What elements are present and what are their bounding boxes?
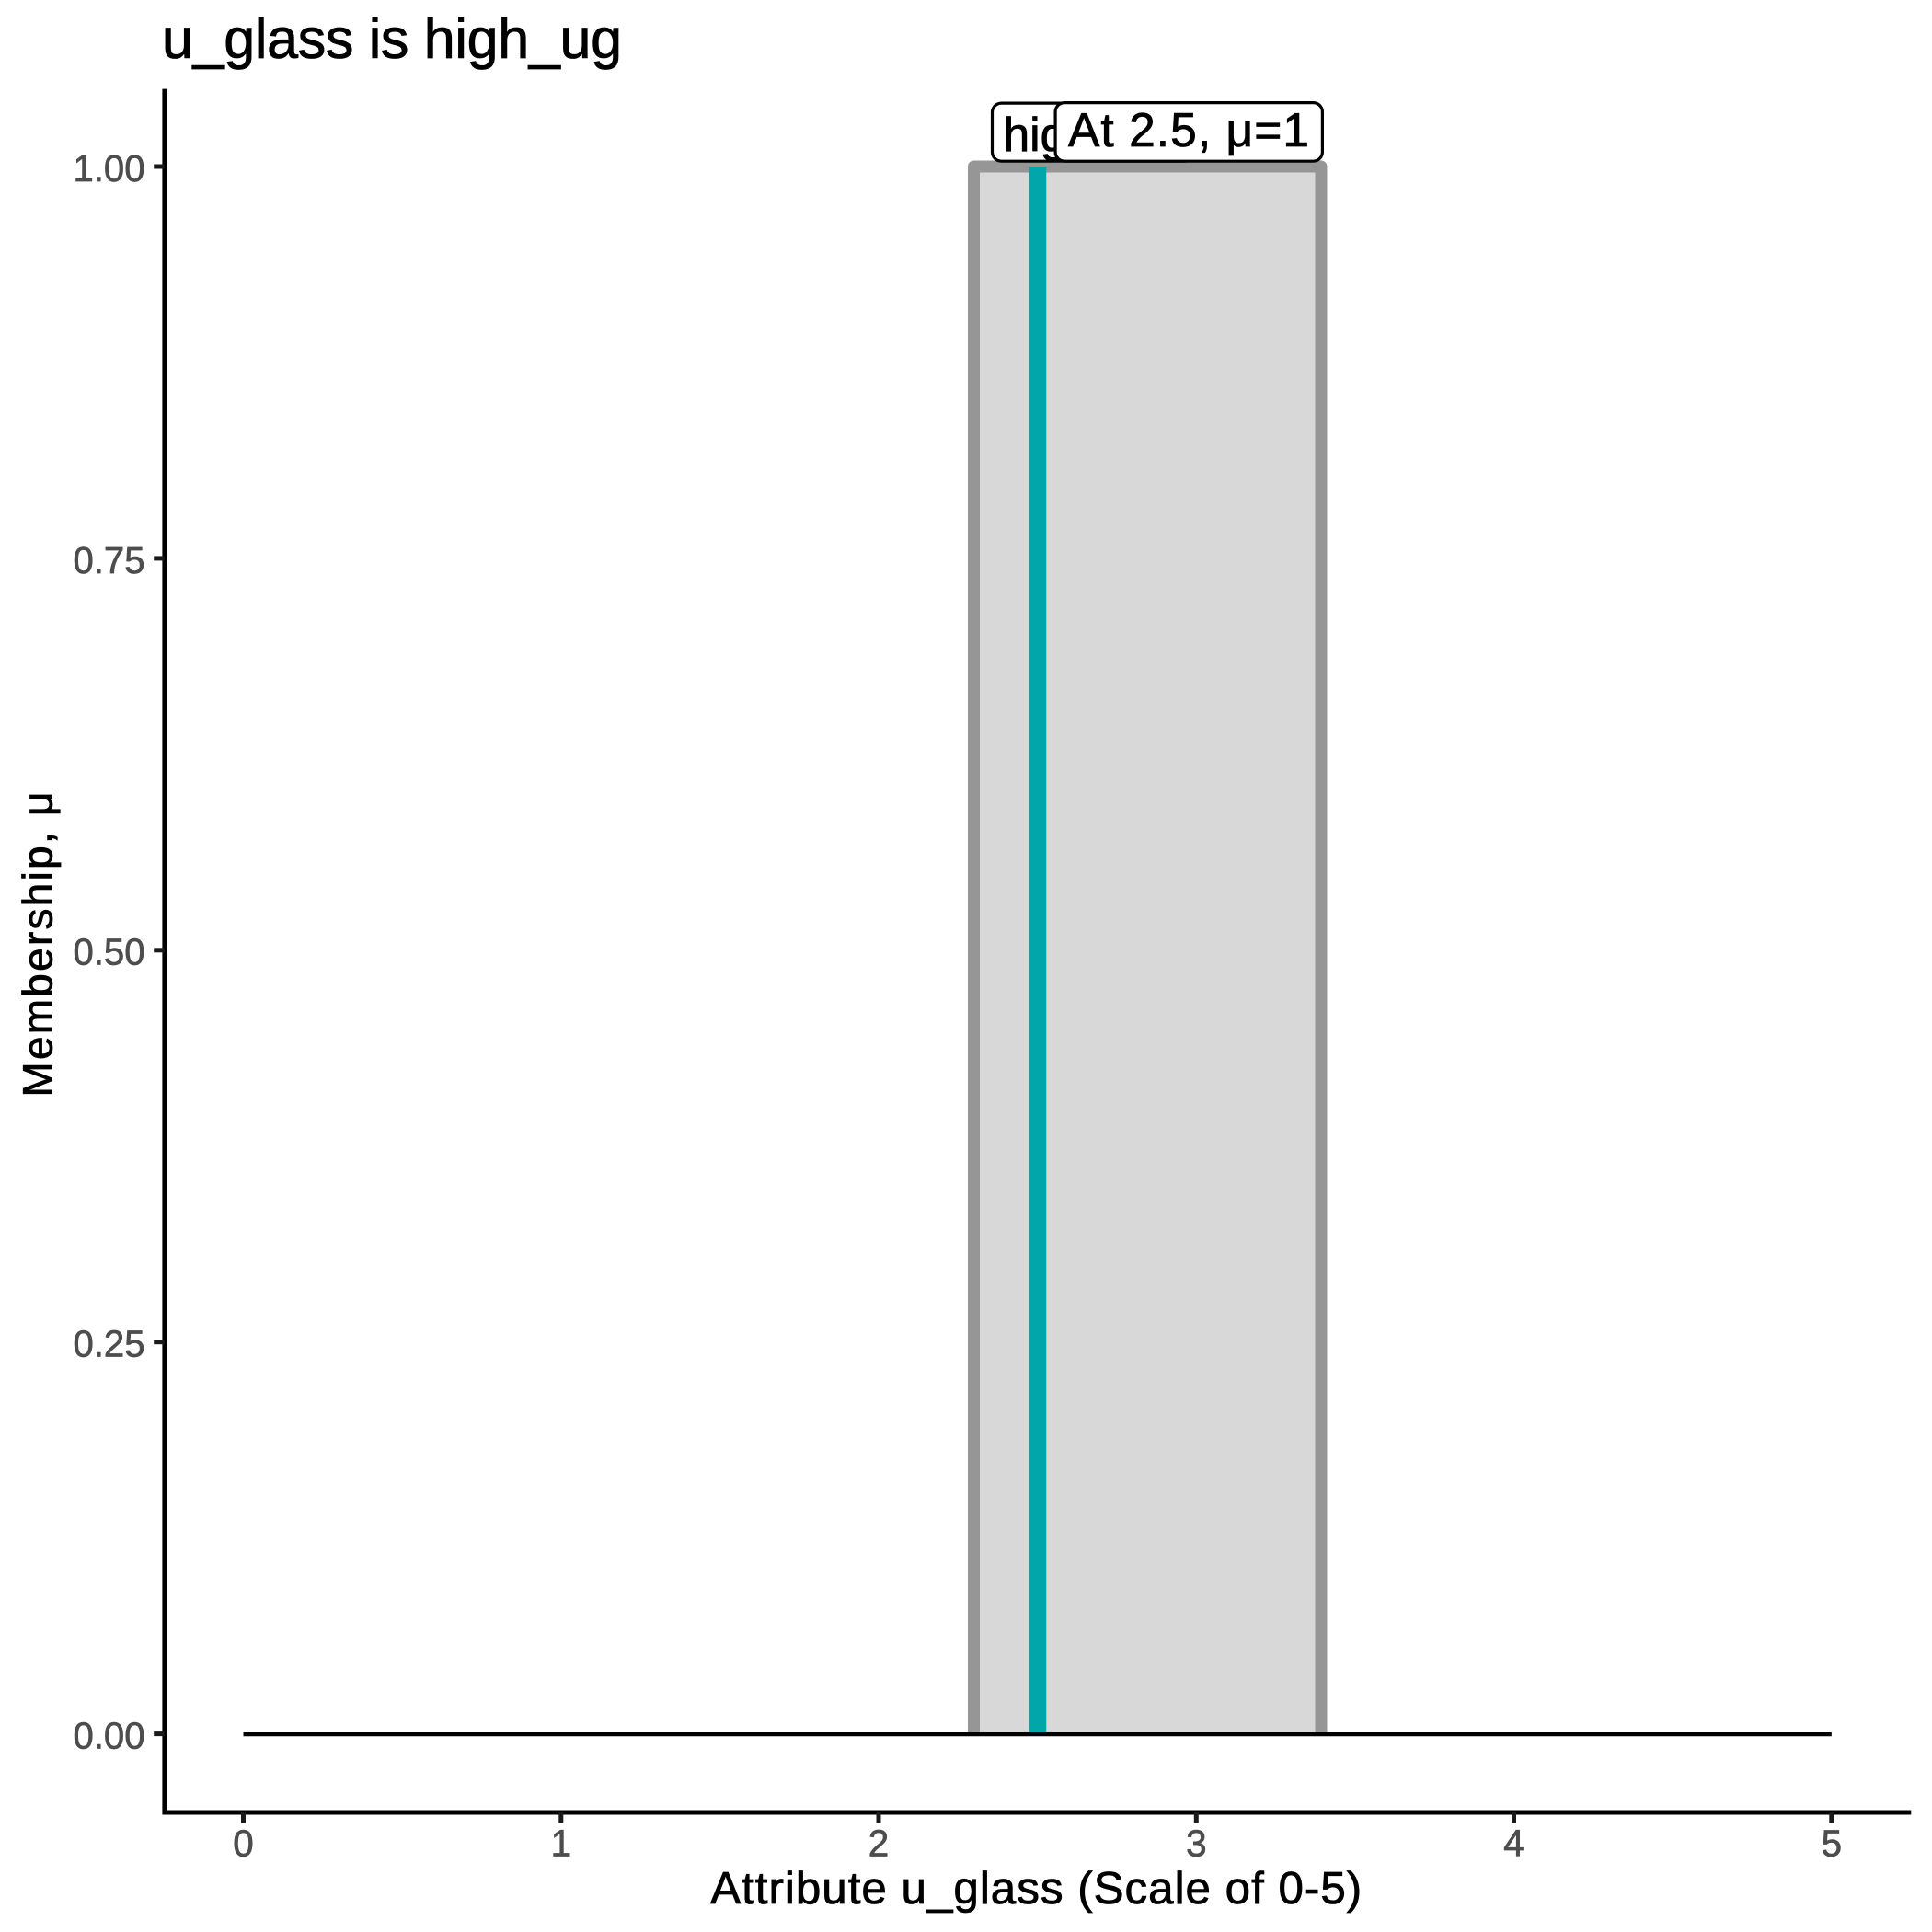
svg-text:4: 4 — [1503, 1823, 1524, 1865]
svg-text:0.00: 0.00 — [74, 1715, 145, 1757]
svg-text:Membership, μ: Membership, μ — [15, 792, 62, 1098]
svg-text:0: 0 — [233, 1823, 253, 1865]
svg-text:0.25: 0.25 — [74, 1323, 145, 1365]
svg-text:1: 1 — [551, 1823, 571, 1865]
svg-text:5: 5 — [1822, 1823, 1842, 1865]
svg-text:0.50: 0.50 — [74, 931, 145, 973]
svg-text:0.75: 0.75 — [74, 539, 145, 581]
svg-text:u_glass is high_ug: u_glass is high_ug — [162, 7, 622, 70]
svg-text:3: 3 — [1186, 1823, 1206, 1865]
svg-text:1.00: 1.00 — [74, 147, 145, 190]
svg-text:2: 2 — [868, 1823, 889, 1865]
svg-text:Attribute u_glass (Scale of 0-: Attribute u_glass (Scale of 0-5) — [710, 1863, 1362, 1914]
svg-text:At 2.5, μ=1: At 2.5, μ=1 — [1068, 103, 1309, 156]
